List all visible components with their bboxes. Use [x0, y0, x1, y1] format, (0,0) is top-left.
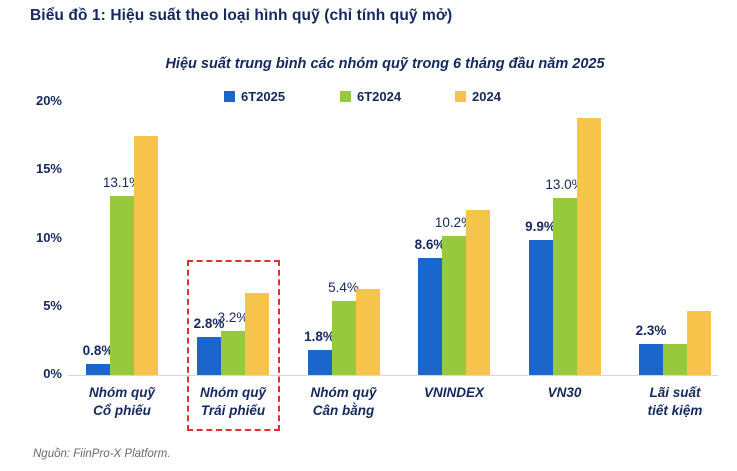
bar-2024-cat2 [355, 289, 380, 375]
legend-swatch-blue-icon [224, 91, 235, 102]
x-axis-label: Nhóm quỹ Trái phiếu [200, 385, 266, 418]
bar-2024-cat5 [687, 310, 711, 375]
highlight-box-trai-phieu [186, 260, 280, 431]
chart-title: Hiệu suất trung bình các nhóm quỹ trong … [165, 56, 605, 72]
bar-6T2024-cat0 [110, 196, 134, 375]
bar-6T2024-cat5 [663, 343, 687, 375]
bar-value-label: 8.6% [414, 236, 446, 252]
bar-6T2025-cat3 [418, 257, 442, 375]
y-tick-label: 20% [35, 93, 62, 108]
bar-6T2025-cat4 [528, 239, 553, 375]
bar-2024-cat3 [466, 209, 490, 375]
legend-swatch-yellow-icon [455, 91, 466, 102]
bar-6T2025-cat1 [197, 336, 221, 375]
x-axis-line [68, 375, 718, 376]
x-axis-label: VNINDEX [423, 385, 484, 400]
bar-6T2024-cat3 [442, 235, 466, 375]
bar-value-label: 0.8% [82, 343, 114, 359]
legend-item-6t2025: 6T2025 [224, 89, 285, 104]
legend-label: 2024 [472, 89, 501, 104]
legend-label: 6T2024 [357, 89, 402, 104]
bar-value-label: 13.1% [102, 175, 142, 191]
bar-6T2024-cat1 [221, 331, 245, 375]
bar-value-label: 3.2% [217, 310, 249, 326]
legend-label: 6T2025 [241, 89, 286, 104]
bar-value-label: 1.8% [304, 329, 335, 345]
bar-value-label: 2.8% [193, 315, 225, 331]
y-tick-label: 15% [35, 161, 62, 177]
source-note: Nguồn: FiinPro-X Platform. [33, 448, 171, 460]
bar-2024-cat4 [576, 118, 601, 375]
legend-swatch-green-icon [340, 91, 351, 102]
bar-6T2025-cat5 [639, 343, 663, 375]
bar-6T2024-cat4 [552, 197, 577, 375]
y-tick-label: 0% [43, 366, 62, 381]
legend-item-6t2024: 6T2024 [340, 89, 401, 104]
figure-title: Biểu đồ 1: Hiệu suất theo loại hình quỹ … [30, 7, 453, 24]
x-axis-label: Nhóm quỹ Cân bằng [310, 385, 377, 418]
x-axis-label: Nhóm quỹ Cổ phiếu [89, 385, 155, 418]
bar-value-label: 10.2% [434, 214, 474, 230]
bar-2024-cat0 [134, 136, 158, 375]
bar-6T2025-cat0 [86, 364, 110, 375]
bar-6T2025-cat2 [307, 350, 332, 375]
x-axis-label: VN30 [547, 385, 582, 400]
bar-value-label: 9.9% [525, 218, 556, 234]
bar-2024-cat1 [245, 293, 269, 375]
bar-value-label: 5.4% [328, 280, 359, 296]
legend: 6T2025 6T2024 2024 [0, 89, 737, 107]
bar-6T2024-cat2 [331, 301, 356, 375]
y-tick-label: 10% [35, 229, 62, 245]
legend-item-2024: 2024 [455, 89, 501, 104]
y-tick-label: 5% [43, 297, 62, 313]
x-axis-label: Lãi suất tiết kiệm [647, 385, 703, 418]
bar-value-label: 13.0% [545, 176, 584, 192]
bar-value-label: 2.3% [635, 322, 667, 338]
